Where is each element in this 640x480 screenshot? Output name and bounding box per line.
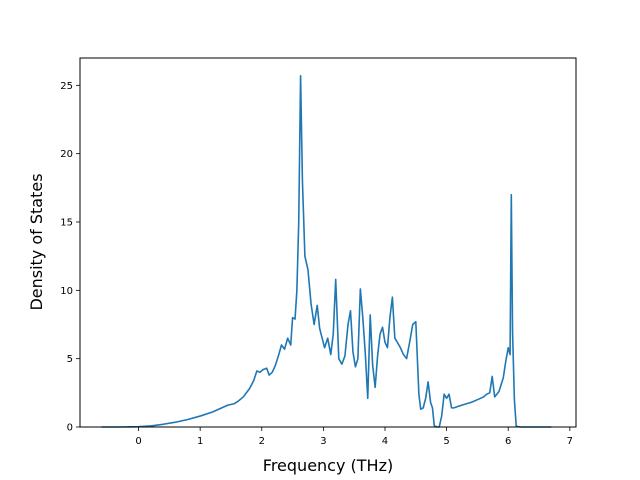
x-tick-label: 3 [320,436,326,447]
plot-frame [79,57,577,428]
x-tick-label: 6 [505,436,511,447]
x-axis-label: Frequency (THz) [263,456,393,475]
series-layer [101,74,552,428]
y-tick-label: 15 [60,218,73,229]
plot-area [80,58,576,427]
x-axis-ticks: 0 1 2 3 4 5 6 7 [135,427,573,447]
y-axis-label: Density of States [27,173,46,310]
y-axis-ticks: 0 5 10 15 20 25 [60,81,80,434]
y-tick-label: 0 [67,423,73,434]
x-tick-label: 1 [197,436,203,447]
x-tick-label: 4 [382,436,388,447]
x-tick-label: 0 [135,436,141,447]
x-tick-label: 2 [259,436,265,447]
y-tick-label: 5 [67,354,73,365]
x-tick-label: 7 [567,436,573,447]
y-tick-label: 10 [60,286,73,297]
y-tick-label: 25 [60,81,73,92]
x-tick-label: 5 [443,436,449,447]
y-tick-label: 20 [60,149,73,160]
series-line-0 [101,74,552,428]
